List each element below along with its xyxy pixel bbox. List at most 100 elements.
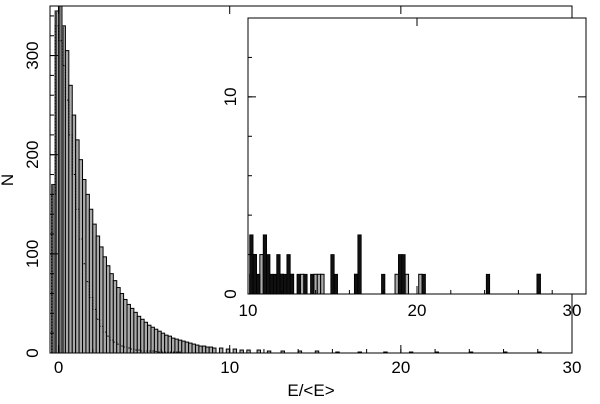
inset-dark-bar [303, 273, 308, 294]
inset-dark-bar [272, 273, 278, 294]
main-histogram-bar [205, 346, 210, 353]
main-histogram-bar [164, 334, 169, 353]
x-tick-label: 30 [563, 358, 582, 377]
main-histogram-bar [119, 293, 125, 353]
inset-light-bar [259, 254, 264, 294]
main-histogram-bar [153, 328, 159, 353]
main-histogram-bar [82, 179, 87, 353]
main-histogram-bar [232, 348, 238, 353]
main-histogram-bar [150, 326, 155, 353]
inset-y-tick-label: 0 [221, 289, 240, 298]
main-histogram-bar [136, 315, 142, 353]
main-histogram-bar [167, 335, 173, 353]
main-histogram-bar [208, 346, 214, 353]
main-histogram-bar [225, 348, 231, 353]
main-histogram-bar [157, 330, 162, 353]
inset-background [248, 18, 586, 294]
main-histogram-bar [201, 345, 207, 353]
main-histogram-bar [92, 223, 97, 353]
main-histogram-bar [188, 342, 193, 353]
inset-dark-bar [296, 273, 301, 294]
y-tick-label: 0 [23, 348, 42, 357]
y-tick-label: 200 [23, 141, 42, 169]
main-dark-bar [58, 6, 61, 353]
main-histogram-bar [143, 321, 149, 353]
inset-dark-bar [310, 273, 315, 294]
main-histogram-bar [126, 303, 131, 353]
main-histogram-bar [194, 344, 200, 353]
inset-dark-bar [485, 273, 491, 294]
inset-dark-bar [252, 254, 257, 294]
inset-dark-bar [283, 273, 288, 294]
main-histogram-bar [171, 337, 176, 353]
inset-x-tick-label: 20 [408, 301, 427, 320]
inset-dark-bar [330, 254, 335, 294]
main-histogram-bar [85, 193, 90, 353]
inset-dark-bar [536, 273, 541, 294]
main-histogram-bar [71, 114, 77, 353]
inset-dark-bar [333, 273, 338, 294]
inset-dark-bar [262, 234, 267, 294]
inset-dark-bar [354, 273, 359, 294]
main-dark-bar [51, 184, 54, 353]
main-histogram-bar [212, 347, 217, 353]
y-tick-label: 100 [23, 240, 42, 268]
inset-x-tick-label: 30 [563, 301, 582, 320]
y-tick-label: 300 [23, 41, 42, 69]
inset-dark-bar [249, 234, 254, 294]
inset-light-bar [394, 273, 399, 294]
inset-dark-bar [269, 273, 274, 294]
inset-dark-bar [266, 254, 271, 294]
x-axis-label: E/<E> [287, 381, 334, 400]
main-histogram-bar [218, 347, 224, 353]
y-axis-label: N [0, 174, 17, 186]
x-tick-label: 10 [220, 358, 239, 377]
main-histogram-bar [177, 339, 183, 353]
main-histogram-bar [174, 338, 179, 353]
x-tick-label: 0 [54, 358, 63, 377]
main-histogram-bar [95, 235, 101, 353]
inset-light-bar [299, 273, 305, 294]
main-histogram-bar [133, 311, 138, 353]
inset-light-bar [316, 273, 322, 294]
main-histogram-bar [116, 287, 121, 353]
main-histogram-bar [129, 307, 135, 353]
main-histogram-bar [246, 349, 251, 353]
inset-dark-bar [401, 254, 406, 294]
main-histogram-bar [191, 343, 196, 353]
main-histogram-bar [266, 350, 272, 353]
main-histogram-bar [109, 273, 114, 353]
main-histogram-bar [75, 139, 80, 353]
main-histogram-bar [314, 350, 320, 353]
main-histogram-bar [198, 345, 203, 353]
inset-dark-bar [357, 234, 362, 294]
inset-light-bar [418, 273, 423, 294]
inset-dark-bar [256, 273, 261, 294]
main-histogram-bar [140, 318, 145, 353]
main-histogram-bar [105, 265, 111, 353]
inset-light-bar [320, 273, 325, 294]
main-histogram-bar [147, 324, 152, 353]
x-tick-label: 20 [391, 358, 410, 377]
main-dotted-series [51, 25, 182, 353]
inset-dark-bar [286, 254, 291, 294]
inset-dark-bar [398, 254, 403, 294]
inset-light-bar [404, 273, 410, 294]
main-histogram-bar [102, 256, 107, 353]
main-histogram-bar [181, 340, 186, 353]
main-histogram-bar [64, 50, 70, 353]
main-histogram-bar [99, 246, 104, 353]
inset-dark-bar [421, 273, 426, 294]
main-dark-bar [61, 25, 64, 353]
main-histogram-bar [123, 298, 128, 353]
main-histogram-bar [160, 332, 166, 353]
inset-dark-bar [276, 254, 281, 294]
main-histogram-bar [280, 350, 285, 353]
main-histogram-bar [239, 349, 244, 353]
main-dark-bar [55, 10, 58, 353]
main-histogram-bar [88, 208, 94, 353]
main-histogram-bar [184, 341, 190, 353]
inset-y-tick-label: 10 [221, 87, 240, 106]
main-histogram-bar [78, 159, 84, 353]
